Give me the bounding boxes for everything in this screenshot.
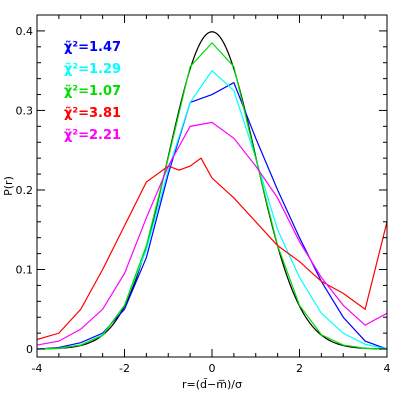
y-tick-label: 0.4 xyxy=(16,25,34,38)
legend-entry-1: χ̃²=1.29 xyxy=(64,62,121,77)
x-axis-title: r=(d̃−m̅)/σ xyxy=(182,378,242,391)
legend: χ̃²=1.47 χ̃²=1.29 χ̃²=1.07 χ̃²=3.81 χ̃²=2.21 xyxy=(64,40,121,143)
x-tick-label: 2 xyxy=(296,362,303,375)
y-tick-label: 0.3 xyxy=(16,104,34,117)
axes: -4 -2 0 2 4 0 0.1 0.2 0.3 0.4 r=(d̃−m̅)/σ P(r) xyxy=(2,14,391,391)
y-tick-label: 0.2 xyxy=(16,184,34,197)
series-line-2 xyxy=(37,41,387,350)
x-tick-label: 4 xyxy=(384,362,391,375)
y-tick-label: 0.1 xyxy=(16,264,34,277)
gaussian-reference-line xyxy=(37,31,387,350)
y-tick-label: 0 xyxy=(26,343,33,356)
x-tick-label: 0 xyxy=(209,362,216,375)
y-axis-title: P(r) xyxy=(2,176,15,196)
series-line-3 xyxy=(37,157,387,341)
x-tick-label: -4 xyxy=(32,362,43,375)
series-line-0 xyxy=(37,81,387,350)
x-tick-label: -2 xyxy=(119,362,130,375)
legend-entry-4: χ̃²=2.21 xyxy=(64,128,121,143)
legend-entry-3: χ̃²=3.81 xyxy=(64,106,121,121)
legend-entry-0: χ̃²=1.47 xyxy=(64,40,121,55)
series-line-4 xyxy=(37,121,387,346)
legend-entry-2: χ̃²=1.07 xyxy=(64,84,121,99)
plot-area xyxy=(37,31,387,350)
